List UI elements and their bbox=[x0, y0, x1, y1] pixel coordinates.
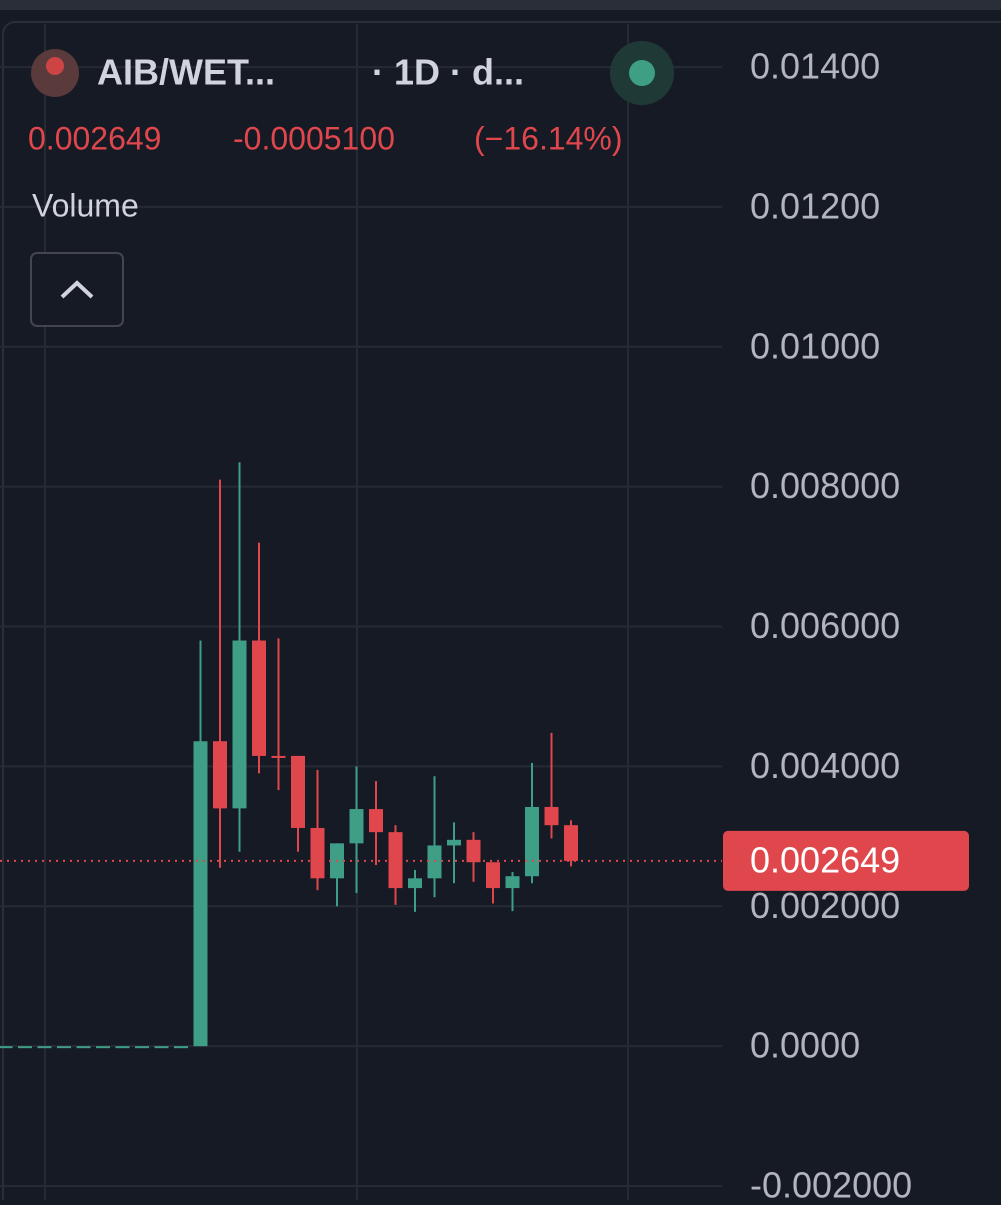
candle-body bbox=[525, 806, 539, 877]
collapse-button[interactable] bbox=[30, 252, 124, 327]
interval[interactable]: · 1D · d... bbox=[372, 52, 524, 93]
candle-body bbox=[271, 755, 286, 758]
candle-body bbox=[76, 1046, 91, 1049]
y-tick-label: -0.002000 bbox=[750, 1165, 912, 1200]
last-price-box bbox=[723, 830, 969, 891]
candle-body bbox=[232, 640, 247, 809]
candle-body bbox=[505, 876, 520, 889]
candle-body bbox=[408, 878, 422, 889]
candle-body bbox=[213, 741, 227, 809]
candle-body bbox=[154, 1046, 169, 1049]
indicator[interactable]: Volume bbox=[32, 187, 139, 223]
y-tick-label: 0.004000 bbox=[750, 745, 900, 786]
candle-body bbox=[57, 1046, 71, 1049]
candle-body bbox=[544, 806, 559, 826]
panel-border bbox=[2, 21, 1001, 1205]
candle-body bbox=[466, 839, 481, 863]
candle-body bbox=[193, 741, 208, 1047]
candle-body bbox=[369, 809, 383, 833]
candle-body bbox=[486, 862, 500, 889]
price: 0.002649 bbox=[28, 120, 161, 156]
candle-body bbox=[37, 1046, 52, 1049]
y-tick-label: 0.01400 bbox=[750, 46, 880, 87]
chevron bbox=[60, 280, 94, 299]
plot bbox=[0, 66, 722, 1188]
avatar-detail bbox=[46, 57, 64, 75]
y-tick-label: 0.002000 bbox=[750, 885, 900, 926]
y-tick-label: 0.01000 bbox=[750, 325, 880, 366]
candle-body bbox=[564, 825, 578, 861]
candle-body bbox=[349, 809, 364, 844]
candle-body bbox=[388, 832, 403, 889]
candle-body bbox=[252, 640, 266, 756]
candle-body bbox=[447, 839, 461, 846]
candle-body bbox=[115, 1046, 130, 1049]
candle-body bbox=[174, 1046, 188, 1049]
candle-body bbox=[135, 1046, 149, 1049]
y-tick-label: 0.01200 bbox=[750, 185, 880, 226]
change: -0.0005100 bbox=[233, 120, 395, 156]
grid bbox=[44, 24, 629, 1200]
pair[interactable]: AIB/WET... bbox=[97, 52, 275, 93]
candle-body bbox=[18, 1046, 32, 1049]
candle-body bbox=[310, 827, 325, 879]
y-tick-label: 0.008000 bbox=[750, 465, 900, 506]
last-price-label: 0.002649 bbox=[750, 839, 900, 880]
candle-body bbox=[0, 1046, 13, 1049]
change-pct: (−16.14%) bbox=[474, 120, 623, 156]
status-dot bbox=[629, 60, 655, 86]
y-tick-label: 0.0000 bbox=[750, 1025, 860, 1066]
y-tick-label: 0.006000 bbox=[750, 605, 900, 646]
top-bar bbox=[0, 0, 1001, 10]
candle-body bbox=[96, 1046, 110, 1049]
candle-body bbox=[291, 755, 305, 828]
